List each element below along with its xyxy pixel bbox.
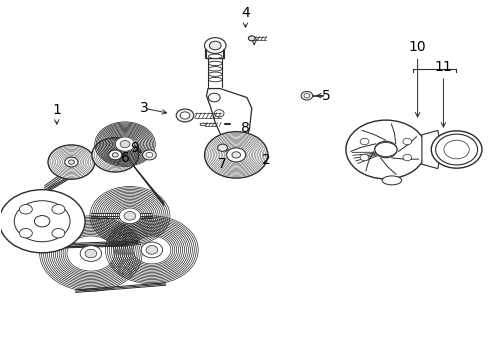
Circle shape [208, 93, 220, 102]
Circle shape [374, 141, 396, 158]
Circle shape [65, 157, 78, 167]
Circle shape [301, 91, 312, 100]
Polygon shape [421, 130, 439, 168]
Circle shape [226, 148, 245, 162]
Circle shape [345, 120, 425, 179]
Circle shape [209, 41, 221, 50]
Circle shape [85, 249, 97, 258]
Polygon shape [206, 89, 251, 146]
Text: 2: 2 [262, 153, 270, 167]
Text: 1: 1 [52, 103, 61, 117]
Text: 4: 4 [241, 6, 249, 20]
Circle shape [52, 204, 65, 214]
Ellipse shape [208, 61, 222, 66]
Circle shape [248, 36, 255, 41]
Circle shape [0, 190, 85, 253]
Ellipse shape [374, 143, 396, 157]
Circle shape [119, 208, 141, 224]
Circle shape [108, 150, 122, 160]
Circle shape [204, 132, 267, 178]
Circle shape [146, 246, 158, 254]
Circle shape [146, 152, 153, 157]
Circle shape [402, 138, 411, 145]
Circle shape [402, 154, 411, 161]
Circle shape [92, 138, 139, 172]
Circle shape [34, 216, 50, 227]
Text: 8: 8 [241, 121, 249, 135]
Circle shape [120, 140, 130, 148]
Text: 6: 6 [121, 152, 129, 166]
Ellipse shape [208, 67, 222, 71]
Circle shape [14, 201, 70, 242]
Circle shape [48, 145, 95, 179]
Circle shape [204, 38, 225, 53]
Text: 7: 7 [218, 157, 226, 171]
Circle shape [141, 242, 162, 258]
Ellipse shape [208, 77, 222, 82]
Circle shape [359, 154, 368, 161]
Circle shape [20, 229, 32, 238]
Circle shape [304, 94, 309, 98]
Text: 11: 11 [434, 60, 451, 74]
Ellipse shape [200, 123, 205, 126]
Ellipse shape [381, 176, 401, 185]
Ellipse shape [208, 72, 222, 76]
Circle shape [214, 110, 224, 117]
Circle shape [52, 229, 65, 238]
Text: 10: 10 [408, 40, 426, 54]
Circle shape [20, 204, 32, 214]
Circle shape [112, 153, 118, 157]
Circle shape [68, 160, 74, 164]
Circle shape [217, 144, 227, 151]
Text: 3: 3 [140, 101, 149, 115]
Text: 5: 5 [322, 89, 330, 103]
Circle shape [180, 112, 189, 119]
Ellipse shape [208, 54, 222, 58]
Circle shape [124, 212, 136, 220]
Circle shape [231, 152, 240, 158]
Circle shape [380, 145, 391, 154]
Circle shape [359, 138, 368, 145]
Circle shape [435, 134, 477, 165]
Circle shape [176, 109, 193, 122]
Circle shape [142, 150, 156, 160]
Circle shape [443, 140, 468, 159]
Text: 9: 9 [130, 141, 139, 155]
Circle shape [430, 131, 481, 168]
Circle shape [80, 246, 102, 261]
Circle shape [115, 137, 135, 151]
